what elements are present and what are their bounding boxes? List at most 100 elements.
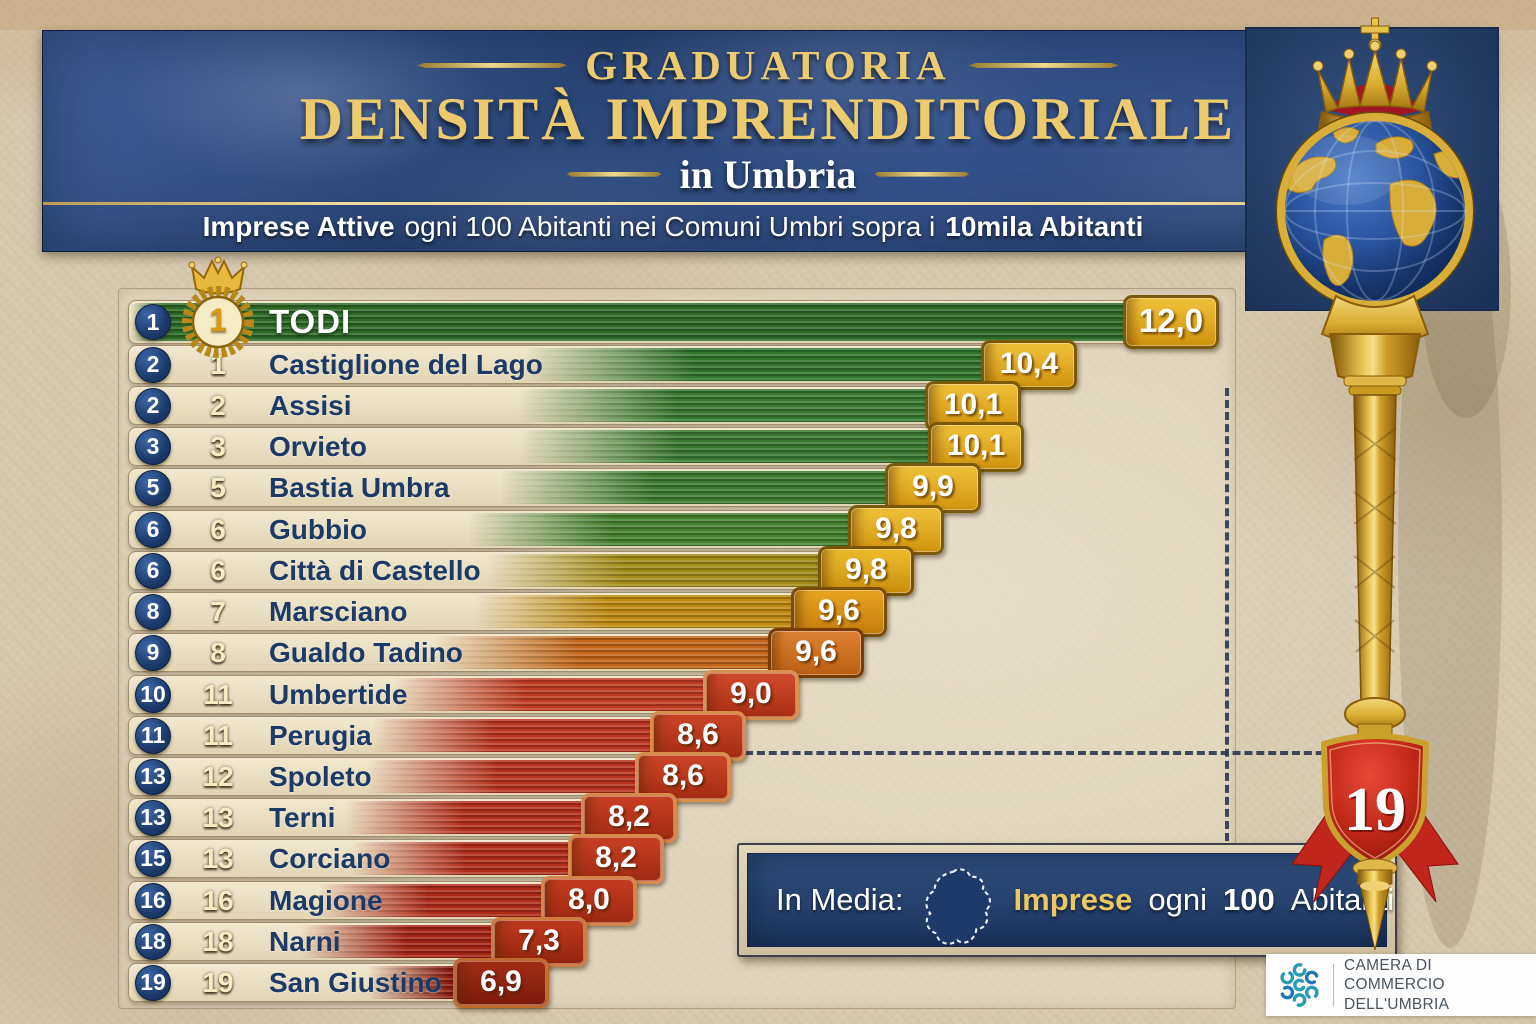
chart-row: 9 8 Gualdo Tadino 9,6: [128, 627, 864, 678]
chart-row: 2 1 Castiglione del Lago 10,4: [128, 339, 1077, 390]
city-label: Terni: [269, 801, 336, 833]
chart-row: 16 16 Magione 8,0: [128, 875, 637, 926]
shield-number-shadow: 19: [1346, 778, 1408, 846]
camera-commercio-logo: CAMERA DI COMMERCIO DELL'UMBRIA: [1266, 954, 1536, 1016]
secondary-rank-label: 16: [202, 884, 234, 916]
value-bar: [131, 801, 667, 834]
secondary-rank-label: 11: [203, 719, 233, 751]
chart-row: 5 5 Bastia Umbra 9,9: [128, 462, 981, 513]
ornament-dash-icon: [417, 62, 568, 68]
secondary-rank-label: 6: [210, 513, 226, 545]
title-line-3: in Umbria: [566, 151, 970, 198]
value-bar: [131, 760, 721, 793]
secondary-rank-label: 6: [210, 554, 226, 586]
chart-row: 6 6 Città di Castello 9,8: [128, 545, 914, 596]
in-media-ogni: ogni: [1148, 882, 1208, 917]
rank-badge: 9: [135, 634, 171, 671]
value-bar: [131, 719, 736, 752]
value-bar: [131, 303, 1209, 341]
rank-badge: 1: [135, 304, 171, 340]
subtitle-mid-text: ogni 100 Abitanti nei Comuni Umbri sopra…: [404, 211, 936, 242]
city-label: Narni: [269, 925, 341, 957]
rank-badge: 15: [135, 840, 171, 877]
city-label: Marsciano: [269, 595, 408, 627]
secondary-rank-label: 13: [202, 801, 234, 833]
chart-row: 1 1 TODI 12,0: [128, 256, 1219, 358]
title-text-graduatoria: GRADUATORIA: [585, 42, 951, 89]
average-vertical-dashed-line: [1225, 388, 1229, 853]
value-badge: 8,0: [541, 875, 637, 926]
city-label: Orvieto: [269, 430, 368, 462]
city-label: Gubbio: [269, 513, 367, 545]
rank-badge: 10: [135, 676, 171, 713]
rank-badge: 11: [135, 717, 171, 754]
average-legend-box: In Media: Imprese ogni 100 Abitanti: [737, 843, 1397, 957]
secondary-rank-label: 12: [202, 760, 234, 792]
in-media-label: In Media:: [776, 882, 904, 917]
secondary-rank-label: 11: [203, 678, 233, 710]
chart-row: 6 6 Gubbio 9,8: [128, 504, 944, 555]
rank-badge: 2: [135, 346, 171, 383]
rank-badge: 2: [135, 387, 171, 424]
value-badge: 9,6: [768, 627, 864, 678]
umbria-map-icon: [924, 868, 991, 945]
secondary-rank-label: 2: [210, 389, 226, 421]
header-gold-separator: [43, 202, 1493, 205]
ornament-dash-icon: [874, 171, 970, 177]
value-bar: [131, 430, 1014, 463]
city-label: Spoleto: [269, 760, 372, 792]
value-bar: [131, 348, 1067, 381]
value-bar: [131, 554, 904, 587]
first-place-medal: 1: [179, 255, 257, 361]
scepter-shadow: [1398, 148, 1502, 948]
subtitle-bold-imprese-attive: Imprese Attive: [202, 211, 395, 242]
logo-divider: [1333, 964, 1334, 1006]
rank-badge: 13: [135, 799, 171, 836]
value-badge: 12,0: [1123, 295, 1219, 349]
city-label: Umbertide: [269, 678, 408, 710]
city-label: TODI: [269, 303, 352, 340]
city-label: Bastia Umbra: [269, 471, 450, 503]
in-media-abitanti: Abitanti: [1290, 882, 1395, 917]
city-label: San Giustino: [269, 966, 442, 998]
title-text-densita: DENSITÀ IMPRENDITORIALE: [299, 86, 1237, 153]
average-legend-panel: In Media: Imprese ogni 100 Abitanti: [747, 853, 1394, 947]
rank-badge: 3: [135, 428, 171, 465]
city-label: Città di Castello: [269, 554, 481, 586]
title-text-in-umbria: in Umbria: [679, 151, 857, 197]
city-label: Castiglione del Lago: [269, 348, 543, 380]
logo-text-line1: CAMERA DI COMMERCIO: [1343, 956, 1445, 994]
city-label: Magione: [269, 884, 383, 916]
rank-badge: 8: [135, 593, 171, 630]
chart-row: 8 7 Marsciano 9,6: [128, 586, 887, 637]
medal-rank-number: 1: [209, 302, 227, 338]
secondary-rank-label: 18: [202, 925, 234, 957]
ornament-dash-icon: [566, 171, 662, 177]
secondary-rank-label: 8: [210, 636, 226, 668]
city-label: Corciano: [269, 842, 391, 874]
value-badge: 6,9: [453, 957, 549, 1008]
rank-badge: 16: [135, 882, 171, 919]
value-bar: [131, 513, 934, 546]
in-media-100: 100: [1223, 882, 1275, 917]
value-bar: [131, 595, 877, 628]
logo-spiral-mark-icon: [1280, 963, 1319, 1007]
secondary-rank-label: 13: [202, 842, 234, 874]
secondary-rank-label: 5: [210, 471, 226, 503]
city-label: Gualdo Tadino: [269, 636, 463, 668]
chart-row: 19 19 San Giustino 6,9: [128, 957, 549, 1008]
value-badge: 8,2: [568, 833, 664, 884]
value-bar: [131, 636, 854, 669]
title-line-2: DENSITÀ IMPRENDITORIALE: [300, 89, 1236, 150]
header-band: GRADUATORIA DENSITÀ IMPRENDITORIALE in U…: [42, 30, 1494, 252]
rank-badge: 13: [135, 758, 171, 795]
chart-row: 11 11 Perugia 8,6: [128, 710, 746, 761]
rank-badge: 6: [135, 552, 171, 589]
in-media-imprese: Imprese: [1013, 882, 1133, 917]
medal-crown-icon: [182, 256, 254, 358]
rank-badge: 5: [135, 469, 171, 506]
chart-row: 13 12 Spoleto 8,6: [128, 751, 731, 802]
rank-badge: 18: [135, 923, 171, 960]
value-bar: [131, 842, 654, 875]
chart-row: 2 2 Assisi 10,1: [128, 380, 1021, 431]
